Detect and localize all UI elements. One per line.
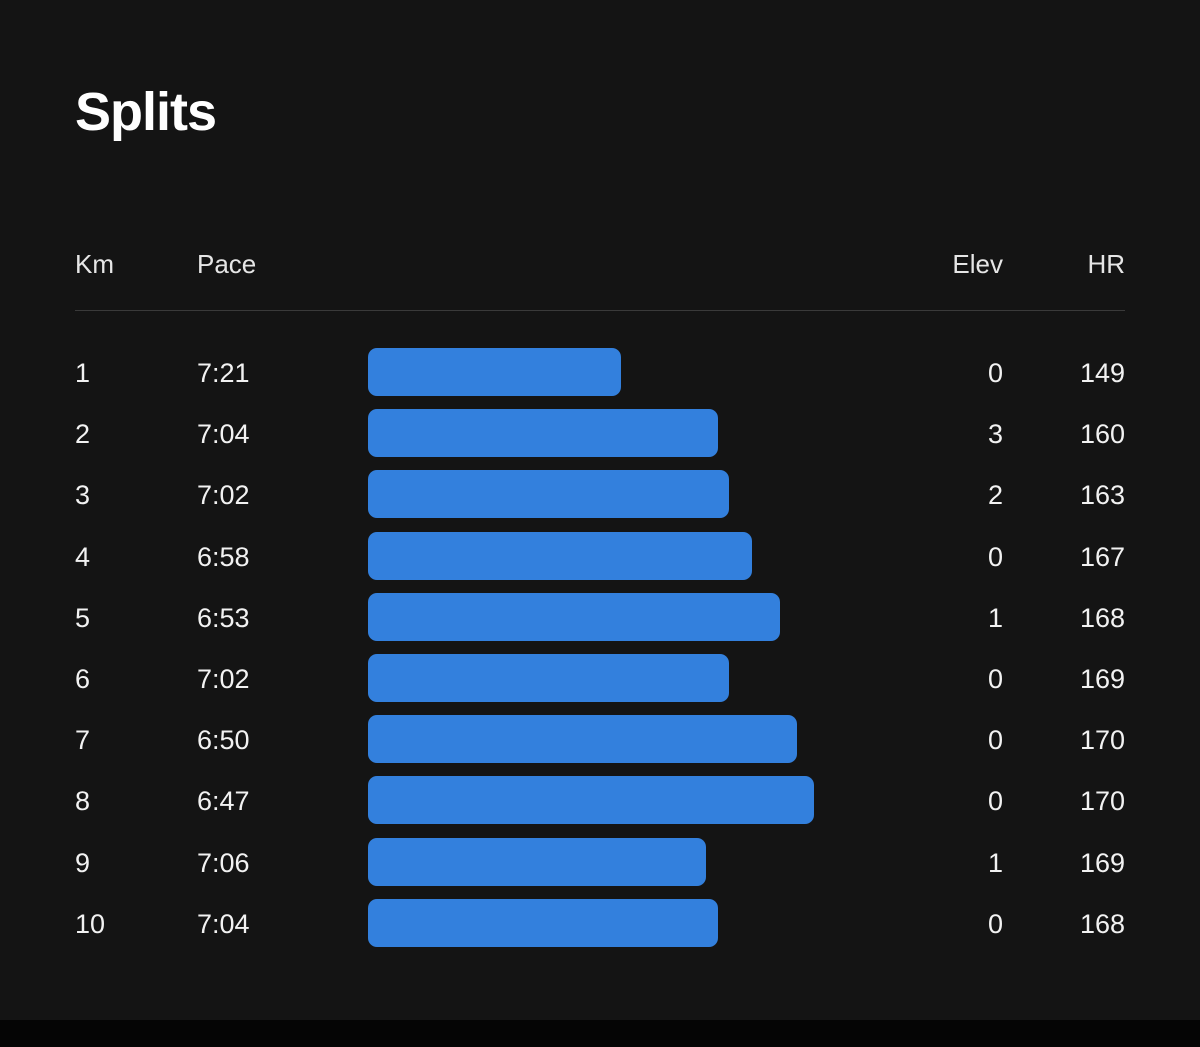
split-pace: 7:04 <box>197 908 250 939</box>
split-pace: 7:04 <box>197 419 250 450</box>
split-row: 7 6:50 0 170 <box>0 710 1200 771</box>
split-km: 5 <box>75 602 91 633</box>
split-elev: 1 <box>987 602 1003 633</box>
split-km: 10 <box>75 908 106 939</box>
split-pace: 7:02 <box>197 480 250 511</box>
split-row: 2 7:04 3 160 <box>0 404 1200 465</box>
split-elev: 0 <box>987 358 1003 388</box>
split-row: 10 7:04 0 168 <box>0 894 1200 955</box>
split-pace: 6:53 <box>197 602 250 633</box>
split-km: 2 <box>75 419 91 450</box>
split-pace: 6:50 <box>197 725 250 756</box>
pace-bar <box>368 470 729 519</box>
split-km: 1 <box>75 358 91 388</box>
bottom-edge <box>0 1020 1200 1047</box>
splits-title: Splits <box>75 82 217 142</box>
split-row: 9 7:06 1 169 <box>0 833 1200 894</box>
column-header-km: Km <box>75 249 114 279</box>
split-km: 4 <box>75 541 91 572</box>
split-hr: 160 <box>1079 419 1125 450</box>
header-divider <box>75 310 1125 311</box>
split-elev: 0 <box>987 908 1003 939</box>
split-elev: 0 <box>987 663 1003 694</box>
split-row: 8 6:47 0 170 <box>0 771 1200 832</box>
pace-bar <box>368 715 797 764</box>
split-pace: 7:21 <box>197 358 250 388</box>
pace-bar <box>368 592 780 641</box>
splits-table: 1 7:21 0 149 2 7:04 3 160 3 7:02 2 163 4… <box>0 343 1200 955</box>
pace-bar <box>368 348 621 396</box>
splits-panel: Splits Km Pace Elev HR 1 7:21 0 149 2 7:… <box>0 0 1200 1020</box>
split-hr: 169 <box>1079 663 1125 694</box>
split-km: 6 <box>75 663 91 694</box>
split-elev: 2 <box>987 480 1003 511</box>
pace-bar <box>368 898 718 947</box>
split-elev: 3 <box>987 419 1003 450</box>
split-pace: 7:06 <box>197 847 250 878</box>
split-pace: 6:47 <box>197 786 250 817</box>
pace-bar <box>368 837 707 886</box>
pace-bar <box>368 409 718 458</box>
splits-header-row: Km Pace Elev HR <box>0 234 1200 279</box>
split-elev: 0 <box>987 786 1003 817</box>
split-row: 3 7:02 2 163 <box>0 465 1200 526</box>
pace-bar <box>368 653 729 702</box>
column-header-pace: Pace <box>197 249 257 279</box>
split-km: 3 <box>75 480 91 511</box>
split-km: 9 <box>75 847 91 878</box>
split-hr: 170 <box>1079 786 1125 817</box>
split-hr: 163 <box>1079 480 1125 511</box>
split-elev: 0 <box>987 541 1003 572</box>
split-hr: 168 <box>1079 602 1125 633</box>
split-hr: 169 <box>1079 847 1125 878</box>
split-hr: 167 <box>1079 541 1125 572</box>
split-hr: 168 <box>1079 908 1125 939</box>
split-hr: 149 <box>1079 358 1125 388</box>
split-pace: 6:58 <box>197 541 250 572</box>
split-row: 1 7:21 0 149 <box>0 343 1200 404</box>
column-header-elev: Elev <box>952 249 1003 279</box>
pace-bar <box>368 776 814 825</box>
split-km: 7 <box>75 725 91 756</box>
split-row: 4 6:58 0 167 <box>0 527 1200 588</box>
split-elev: 0 <box>987 725 1003 756</box>
split-km: 8 <box>75 786 91 817</box>
split-elev: 1 <box>987 847 1003 878</box>
split-row: 6 7:02 0 169 <box>0 649 1200 710</box>
split-row: 5 6:53 1 168 <box>0 588 1200 649</box>
split-pace: 7:02 <box>197 663 250 694</box>
split-hr: 170 <box>1079 725 1125 756</box>
pace-bar <box>368 531 752 580</box>
column-header-hr: HR <box>1087 249 1125 279</box>
